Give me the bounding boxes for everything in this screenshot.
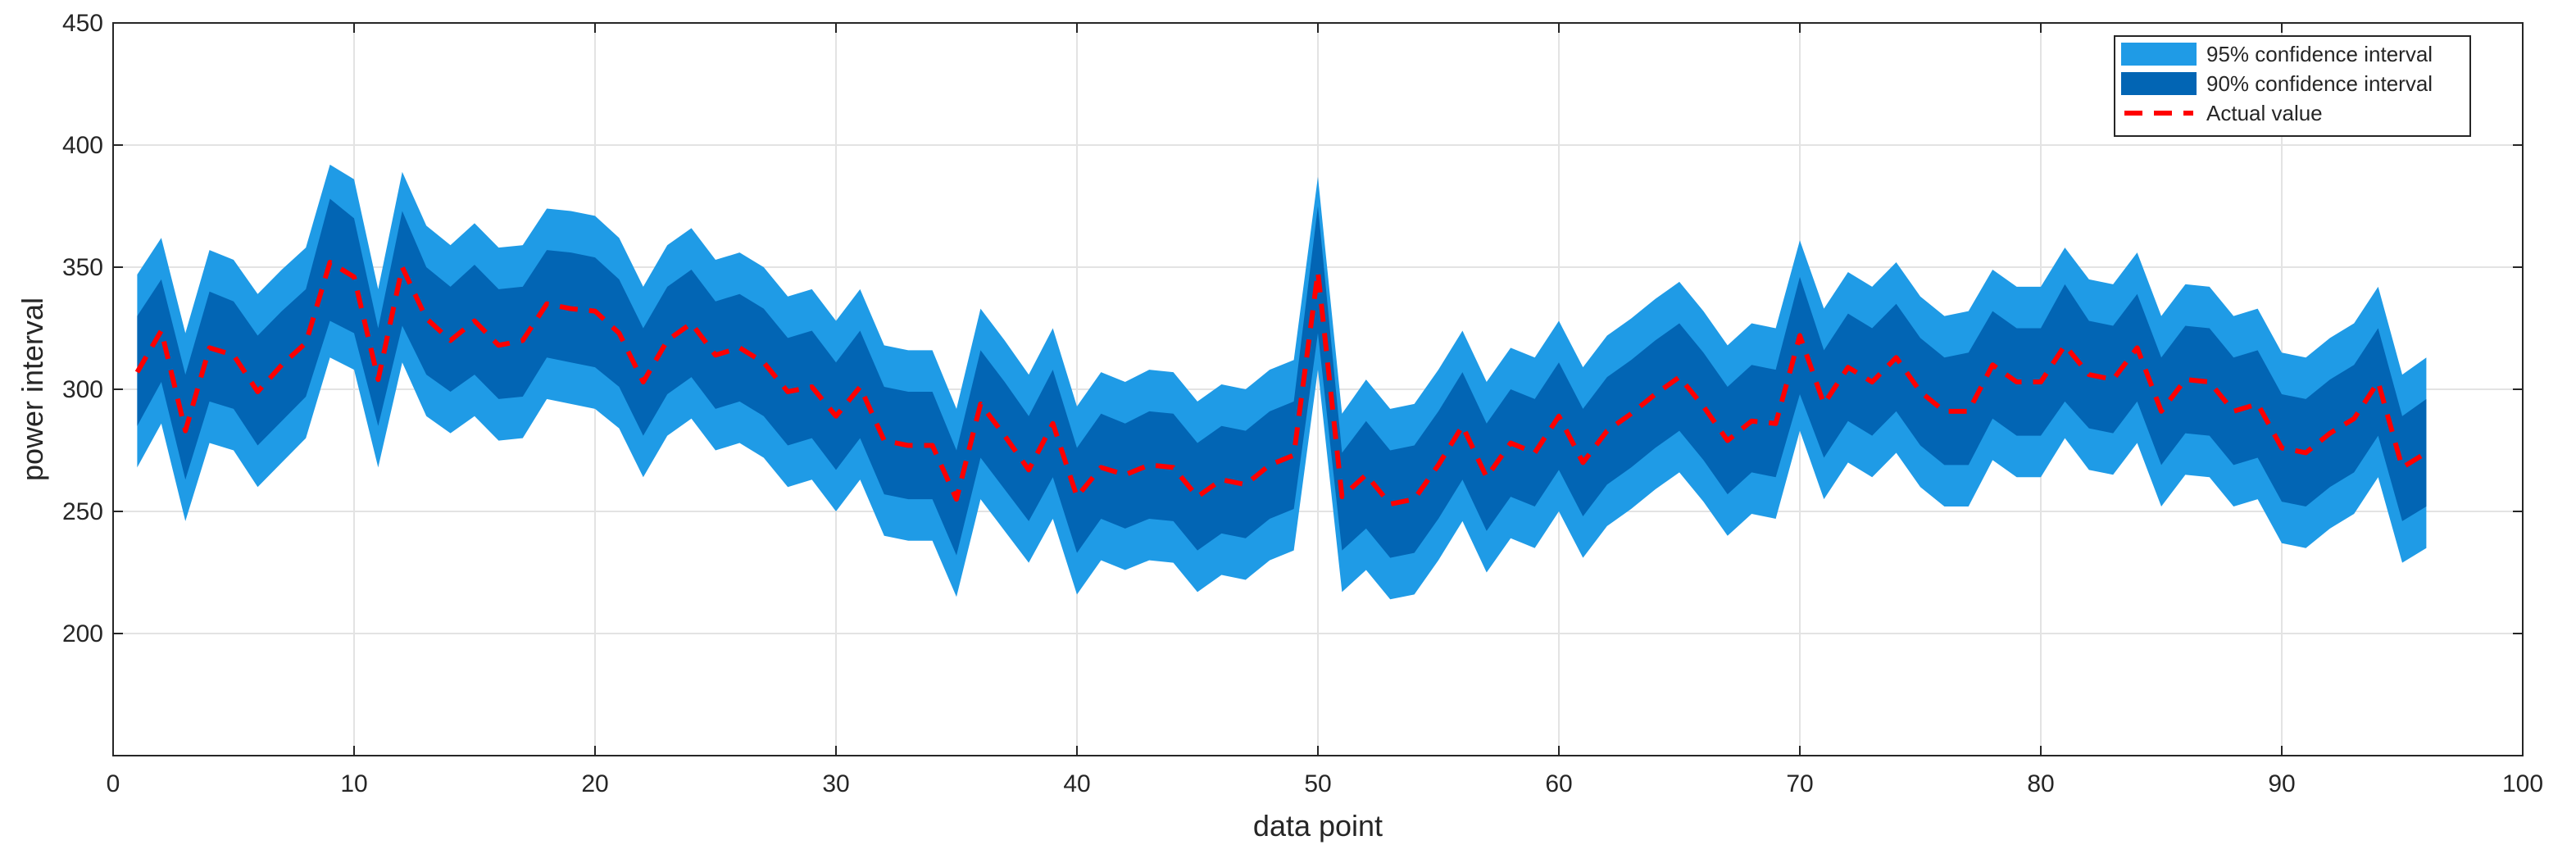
x-tick-label: 60 bbox=[1545, 770, 1572, 797]
y-tick-label: 450 bbox=[62, 10, 103, 37]
x-tick-label: 90 bbox=[2268, 770, 2295, 797]
95-confidence-interval-band bbox=[137, 164, 2427, 600]
confidence-bands bbox=[137, 164, 2427, 600]
y-tick-label: 200 bbox=[62, 620, 103, 647]
x-tick-label: 10 bbox=[340, 770, 367, 797]
y-tick-label: 300 bbox=[62, 376, 103, 403]
y-axis-label: power interval bbox=[16, 298, 49, 481]
x-tick-label: 70 bbox=[1786, 770, 1813, 797]
legend-entry-label: Actual value bbox=[2206, 101, 2323, 125]
x-tick-label: 100 bbox=[2502, 770, 2543, 797]
y-tick-label: 350 bbox=[62, 254, 103, 281]
x-tick-label: 20 bbox=[581, 770, 608, 797]
x-tick-label: 0 bbox=[107, 770, 120, 797]
actual-value-layer bbox=[134, 260, 2428, 507]
y-tick-label: 250 bbox=[62, 498, 103, 525]
x-tick-label: 50 bbox=[1304, 770, 1331, 797]
y-axis-ticks: 200 250 300 350 400 450 bbox=[62, 10, 2523, 647]
x-tick-label: 80 bbox=[2027, 770, 2054, 797]
90-confidence-interval-band bbox=[137, 198, 2427, 558]
legend: 95% confidence interval 90% confidence in… bbox=[2114, 35, 2471, 137]
legend-swatch bbox=[2121, 43, 2197, 66]
x-tick-label: 30 bbox=[822, 770, 849, 797]
legend-entry-label: 90% confidence interval bbox=[2206, 71, 2433, 96]
x-tick-label: 40 bbox=[1063, 770, 1090, 797]
actual-value-line bbox=[134, 260, 2428, 507]
legend-swatch bbox=[2121, 72, 2197, 95]
legend-entry-label: 95% confidence interval bbox=[2206, 42, 2433, 66]
x-axis-ticks: 0 10 20 30 40 50 60 70 80 90 100 bbox=[107, 23, 2543, 797]
x-axis-label: data point bbox=[1253, 809, 1383, 843]
y-tick-label: 400 bbox=[62, 132, 103, 159]
